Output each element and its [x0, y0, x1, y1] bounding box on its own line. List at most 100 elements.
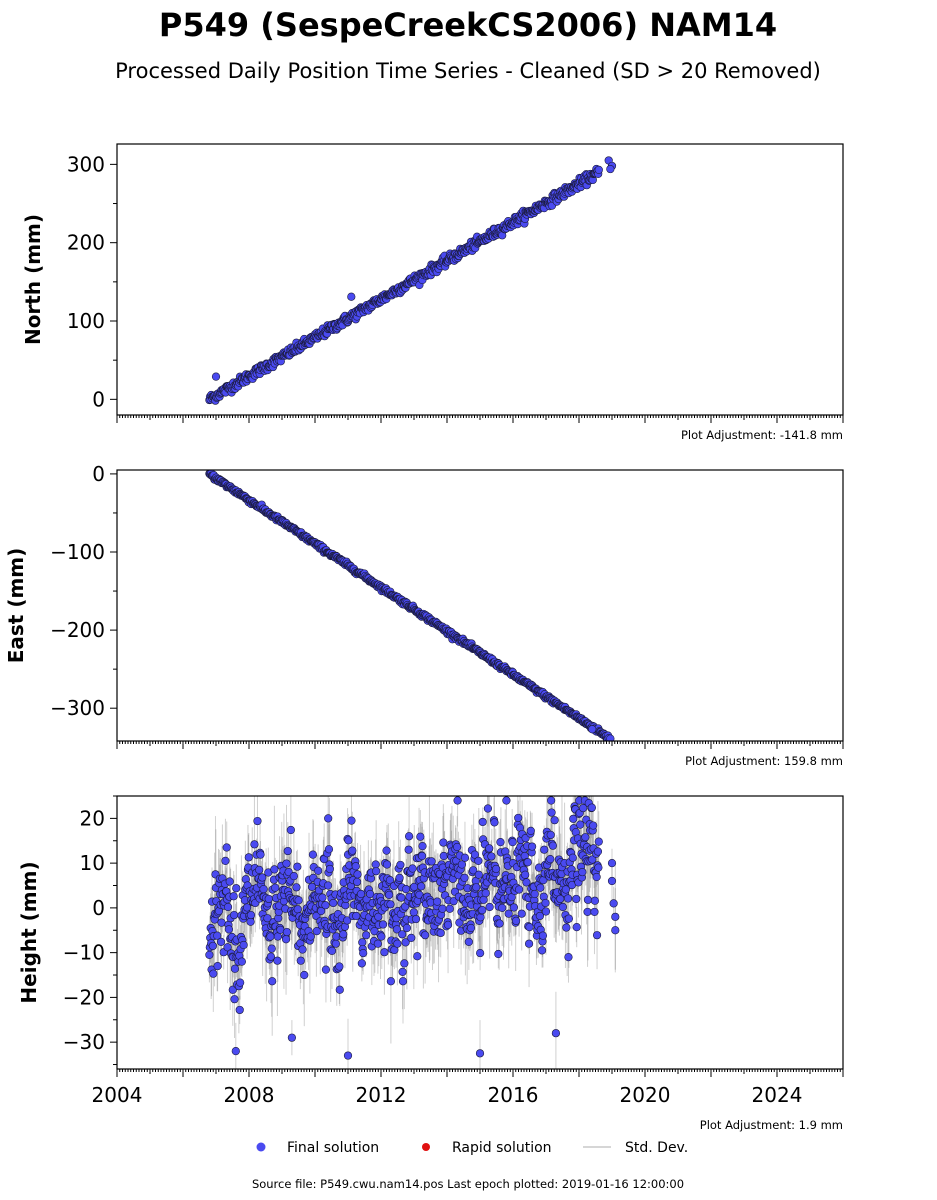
data-point	[449, 897, 458, 906]
data-point	[327, 946, 337, 955]
data-point	[351, 862, 360, 871]
data-point	[232, 884, 241, 893]
panel-2: 0 −100 −200 −300 East (mm) Plot Adjustment: 1…	[4, 462, 844, 768]
chart-subtitle: Processed Daily Position Time Series - C…	[115, 59, 821, 83]
data-point	[439, 851, 448, 861]
data-point	[236, 978, 245, 987]
data-point	[564, 953, 573, 962]
data-point	[273, 956, 282, 965]
panel-data	[205, 156, 617, 405]
panel-1: 0 100 200 300 North (mm) Plot Adjustment: -14…	[21, 143, 844, 442]
data-point	[292, 883, 301, 892]
data-point	[455, 918, 464, 927]
data-point	[485, 902, 494, 912]
plot-frame	[116, 143, 844, 416]
data-point	[347, 816, 356, 825]
data-point	[564, 914, 574, 923]
plot-adjustment: Plot Adjustment: -141.8 mm	[681, 428, 843, 442]
data-point	[283, 846, 292, 856]
data-point	[353, 870, 362, 879]
data-point	[308, 850, 318, 859]
data-point	[460, 873, 469, 883]
data-point	[445, 904, 454, 913]
data-point	[325, 864, 334, 874]
data-point	[487, 852, 496, 861]
data-point	[237, 957, 246, 966]
data-point	[490, 818, 499, 827]
y-tick-label: 0	[92, 462, 105, 486]
data-point	[229, 910, 239, 920]
data-point	[540, 845, 549, 854]
data-point	[438, 904, 447, 913]
data-point	[296, 956, 305, 965]
data-point	[537, 946, 547, 955]
data-point	[525, 923, 534, 932]
data-point	[298, 945, 307, 954]
data-point	[282, 859, 291, 868]
data-point	[244, 853, 253, 862]
data-point	[514, 813, 523, 823]
data-point	[253, 816, 262, 826]
data-point	[515, 885, 524, 894]
data-point	[370, 927, 379, 936]
panel-data	[205, 796, 620, 1069]
data-point	[329, 898, 338, 908]
data-point	[318, 893, 327, 902]
data-point	[306, 932, 315, 941]
data-point	[439, 838, 448, 847]
y-axis-label: East (mm)	[4, 548, 28, 664]
data-point	[335, 962, 344, 971]
data-point	[314, 866, 323, 875]
data-point	[395, 873, 404, 883]
data-point	[460, 853, 470, 862]
data-point	[411, 914, 421, 924]
data-point	[213, 961, 222, 971]
data-point	[587, 803, 596, 812]
data-point	[530, 889, 539, 899]
data-point	[268, 977, 277, 986]
data-point	[453, 842, 462, 852]
data-point	[416, 832, 425, 841]
y-axis-label: North (mm)	[21, 214, 45, 345]
data-point	[397, 893, 406, 902]
data-point	[572, 923, 581, 932]
y-tick-label: 300	[67, 152, 105, 176]
data-point	[307, 882, 317, 891]
data-point	[417, 882, 426, 891]
data-point	[433, 897, 442, 906]
data-point	[228, 985, 237, 994]
data-point	[594, 863, 603, 872]
data-point	[300, 970, 309, 980]
data-point	[402, 923, 412, 933]
data-point	[401, 938, 410, 947]
data-point	[421, 931, 430, 940]
data-point	[547, 796, 556, 805]
data-point	[508, 837, 517, 847]
data-point	[323, 881, 333, 890]
data-point	[536, 883, 545, 892]
data-point	[256, 850, 265, 859]
data-point	[211, 372, 221, 381]
data-point	[466, 923, 476, 933]
data-point	[481, 889, 490, 898]
data-point	[264, 894, 273, 904]
data-point	[246, 910, 256, 920]
data-point	[496, 837, 505, 847]
data-point	[270, 865, 279, 874]
data-point	[476, 948, 485, 958]
data-point	[398, 930, 407, 939]
data-point	[224, 925, 234, 934]
data-point	[589, 821, 598, 830]
data-point	[511, 916, 521, 925]
data-point	[594, 165, 603, 174]
data-point	[281, 935, 291, 944]
data-point	[453, 796, 462, 805]
data-point	[344, 836, 353, 845]
data-point	[386, 977, 396, 986]
data-point	[547, 808, 556, 817]
panels: 0 100 200 300 North (mm) Plot Adjustment: -14…	[4, 143, 844, 1132]
data-point	[474, 870, 483, 879]
data-point	[578, 867, 587, 877]
